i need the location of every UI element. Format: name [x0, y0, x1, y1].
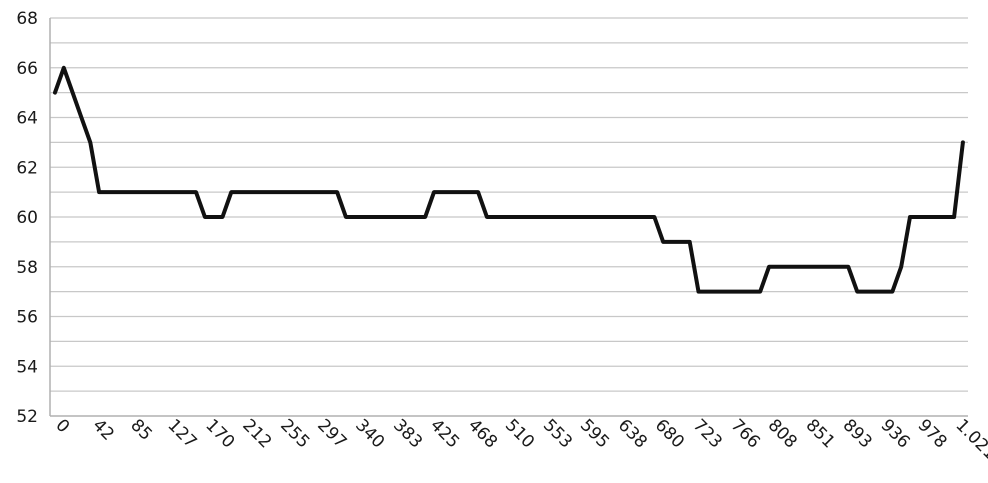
y-tick-label: 64 — [16, 109, 38, 129]
x-tick-label: 1.021 — [951, 415, 988, 464]
x-tick-label: 851 — [802, 415, 839, 452]
x-tick-label: 42 — [88, 415, 117, 444]
x-tick-label: 553 — [539, 415, 576, 452]
x-tick-label: 723 — [689, 415, 726, 452]
x-tick-label: 425 — [426, 415, 463, 452]
gridlines — [50, 17, 968, 392]
x-tick-label: 978 — [914, 415, 951, 452]
y-tick-label: 58 — [16, 258, 38, 278]
x-tick-label: 595 — [576, 415, 613, 452]
x-tick-label: 638 — [614, 415, 651, 452]
y-tick-label: 62 — [16, 158, 38, 178]
series-line — [53, 65, 965, 294]
x-tick-label: 766 — [727, 415, 764, 452]
x-tick-label: 170 — [201, 415, 238, 452]
x-tick-label: 297 — [313, 415, 350, 452]
x-tick-label: 936 — [877, 415, 914, 452]
x-tick-label: 85 — [126, 415, 155, 444]
y-tick-label: 56 — [16, 308, 38, 328]
y-tick-labels: 52 54 56 58 60 62 64 66 68 — [16, 9, 38, 427]
x-tick-label: 0 — [51, 415, 73, 437]
y-tick-label: 54 — [16, 357, 38, 377]
axes — [49, 18, 968, 417]
series — [53, 65, 965, 294]
x-tick-label: 680 — [651, 415, 688, 452]
x-tick-label: 468 — [464, 415, 501, 452]
x-tick-label: 127 — [163, 415, 200, 452]
x-tick-label: 340 — [351, 415, 388, 452]
y-tick-label: 68 — [16, 9, 38, 29]
x-tick-label: 255 — [276, 415, 313, 452]
x-tick-label: 383 — [389, 415, 426, 452]
x-tick-label: 808 — [764, 415, 801, 452]
x-tick-labels: 0 42 85 127 170 212 255 297 340 383 425 468 510 553 59… — [51, 415, 988, 464]
x-tick-label: 212 — [238, 415, 275, 452]
y-tick-label: 52 — [16, 407, 38, 427]
y-tick-label: 60 — [16, 208, 38, 228]
y-tick-label: 66 — [16, 59, 38, 79]
x-tick-label: 510 — [501, 415, 538, 452]
x-tick-label: 893 — [839, 415, 876, 452]
